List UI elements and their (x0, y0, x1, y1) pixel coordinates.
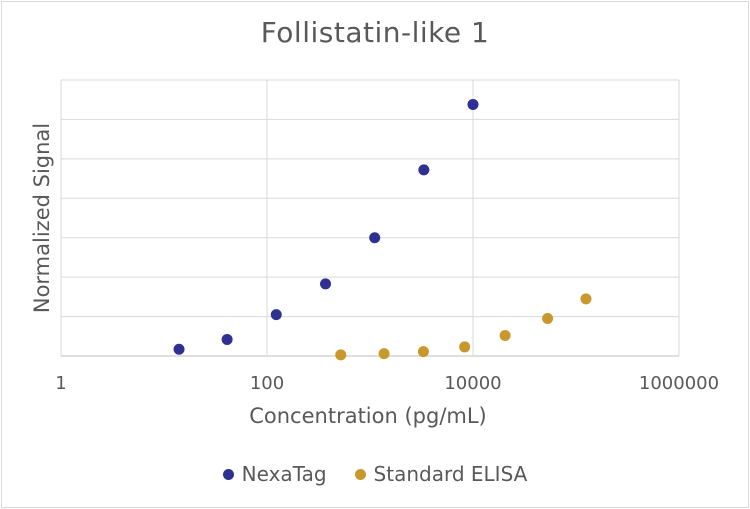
standard-elisa-point (417, 346, 429, 358)
nexatag-point (270, 309, 282, 321)
standard-elisa-point (499, 329, 511, 341)
nexatag-point (173, 343, 185, 355)
data-points (173, 98, 592, 361)
legend-marker-nexatag (222, 468, 234, 480)
legend-label-nexatag: NexaTag (241, 462, 327, 486)
nexatag-point (418, 164, 430, 176)
standard-elisa-point (459, 341, 471, 353)
legend: NexaTag Standard ELISA (0, 462, 750, 486)
plot-grid (60, 79, 680, 357)
nexatag-point (320, 278, 332, 290)
x-tick-label: 10000 (444, 373, 501, 394)
x-tick-labels: 1 100 10000 1000000 (55, 373, 719, 394)
standard-elisa-point (542, 313, 554, 325)
x-tick-label: 1000000 (639, 373, 719, 394)
nexatag-point (467, 98, 479, 110)
legend-item-standard-elisa: Standard ELISA (354, 462, 528, 486)
standard-elisa-point (580, 293, 592, 305)
x-tick-label: 100 (250, 373, 284, 394)
nexatag-point (369, 232, 381, 244)
standard-elisa-point (378, 348, 390, 360)
x-tick-label: 1 (55, 373, 66, 394)
x-axis-label: Concentration (pg/mL) (249, 404, 487, 428)
y-axis-label: Normalized Signal (30, 123, 54, 313)
standard-elisa-point (335, 349, 347, 361)
nexatag-point (221, 333, 233, 345)
legend-label-standard-elisa: Standard ELISA (373, 462, 528, 486)
legend-marker-standard-elisa (354, 468, 366, 480)
chart-title: Follistatin-like 1 (260, 16, 490, 49)
legend-item-nexatag: NexaTag (222, 462, 327, 486)
